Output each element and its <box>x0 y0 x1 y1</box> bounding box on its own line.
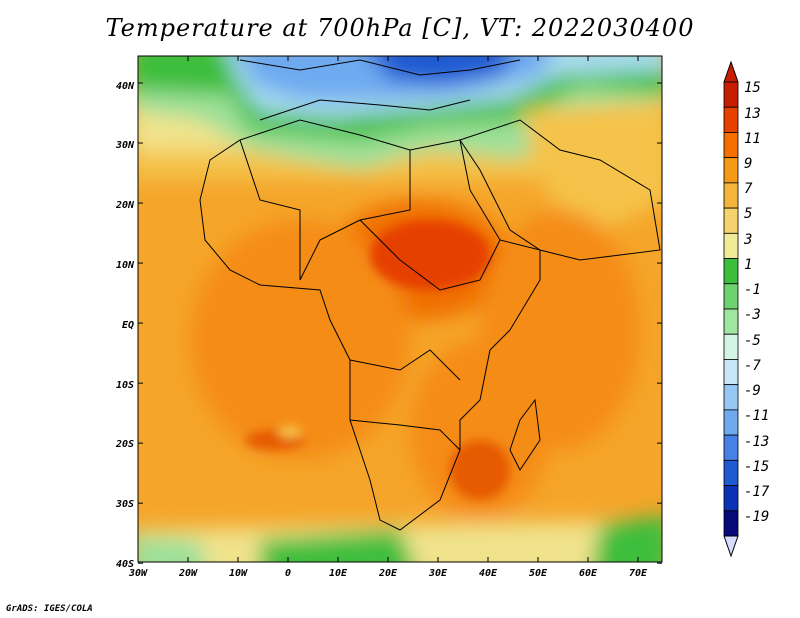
colorbar-swatch <box>723 384 739 411</box>
colorbar-top-arrow <box>723 60 739 83</box>
colorbar-swatch <box>723 81 739 108</box>
colorbar-swatch <box>723 258 739 285</box>
credit-text: GrADS: IGES/COLA <box>6 604 93 614</box>
colorbar-swatch <box>723 207 739 234</box>
page-title: Temperature at 700hPa [C], VT: 202203040… <box>105 14 695 42</box>
lon-label: 20W <box>178 568 198 579</box>
lon-label: 70E <box>629 568 648 579</box>
colorbar-swatch <box>723 106 739 133</box>
longitude-labels: 30W 20W 10W 0 10E 20E 30E 40E 50E 60E 70… <box>128 568 648 579</box>
colorbar-swatch <box>723 308 739 335</box>
lat-label: EQ <box>122 320 134 331</box>
axis-ticks <box>137 56 662 564</box>
map-frame <box>137 55 663 563</box>
lon-label: 10E <box>329 568 348 579</box>
colorbar-label: 5 <box>744 206 752 222</box>
colorbar-label: 15 <box>744 80 761 96</box>
colorbar-swatch <box>723 359 739 386</box>
colorbar-swatch <box>723 434 739 461</box>
colorbar-swatch <box>723 132 739 159</box>
colorbar-label: -3 <box>744 307 761 323</box>
colorbar-label: -15 <box>744 459 769 475</box>
country-borders <box>199 59 661 531</box>
colorbar-swatch <box>723 409 739 436</box>
colorbar-swatch <box>723 182 739 209</box>
colorbar-swatch <box>723 485 739 512</box>
colorbar-label: -1 <box>744 282 761 298</box>
lat-label: 30S <box>115 499 134 510</box>
colorbar-label: 1 <box>744 257 752 273</box>
temperature-field <box>138 56 662 562</box>
lat-label: 10S <box>116 380 134 391</box>
lon-label: 10W <box>229 568 248 579</box>
latitude-labels: 40N 30N 20N 10N EQ 10S 20S 30S 40S <box>115 81 135 570</box>
colorbar-label: 9 <box>744 156 752 172</box>
colorbar-label: -7 <box>744 358 761 374</box>
lon-label: 60E <box>579 568 598 579</box>
colorbar-label: -11 <box>744 408 769 424</box>
colorbar-bottom-arrow <box>723 535 739 558</box>
lon-label: 30W <box>128 568 148 579</box>
lon-label: 20E <box>378 568 398 579</box>
colorbar-label: 3 <box>743 232 752 248</box>
colorbar-label: -19 <box>744 509 769 525</box>
colorbar-label: -13 <box>744 434 769 450</box>
colorbar-label: 13 <box>744 106 761 122</box>
lon-label: 40E <box>479 568 498 579</box>
colorbar-label: -17 <box>744 484 770 500</box>
colorbar-label: 11 <box>744 131 761 147</box>
lat-label: 20S <box>115 439 134 450</box>
colorbar-swatch <box>723 459 739 486</box>
colorbar-swatch <box>723 510 739 537</box>
colorbar-swatch <box>723 283 739 310</box>
lat-label: 10N <box>116 260 135 271</box>
lat-label: 20N <box>115 200 135 211</box>
lon-label: 50E <box>529 568 548 579</box>
colorbar-label: 7 <box>744 181 753 197</box>
colorbar-label: -5 <box>744 333 761 349</box>
lon-label: 30E <box>428 568 448 579</box>
colorbar-swatch <box>723 157 739 184</box>
colorbar-label: -9 <box>744 383 761 399</box>
colorbar-swatch <box>723 333 739 360</box>
lat-label: 40N <box>116 81 135 92</box>
lon-label: 0 <box>285 568 291 579</box>
lat-label: 40S <box>116 559 134 570</box>
colorbar-swatch <box>723 232 739 259</box>
colorbar: 15 13 11 9 7 5 3 1 -1 -3 -5 -7 -9 -11 -1… <box>723 60 770 558</box>
lat-label: 30N <box>115 140 135 151</box>
